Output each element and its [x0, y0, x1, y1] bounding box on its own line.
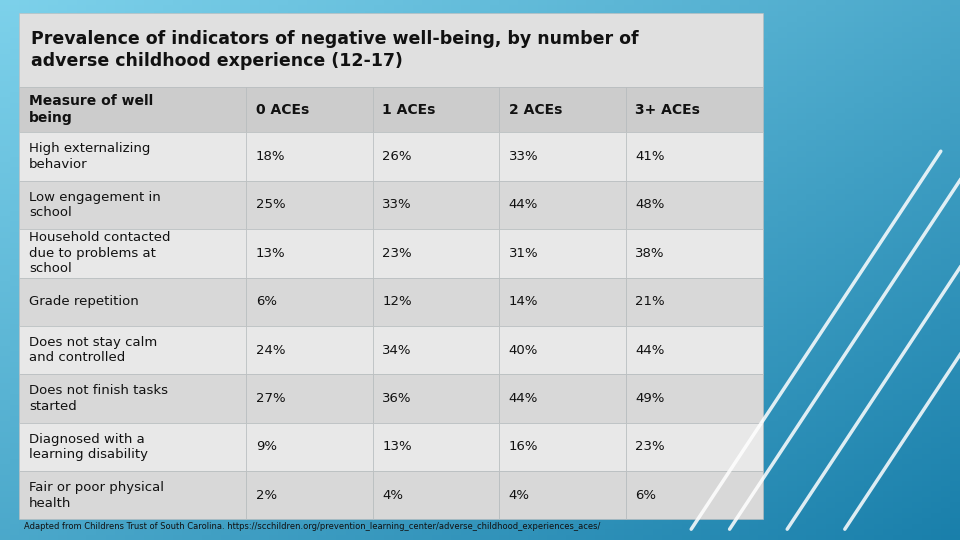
Bar [19, 181, 246, 229]
Bar [499, 87, 626, 132]
Bar [246, 87, 372, 132]
Text: Diagnosed with a
learning disability: Diagnosed with a learning disability [29, 433, 148, 461]
Text: 3+ ACEs: 3+ ACEs [636, 103, 700, 117]
Text: 0 ACEs: 0 ACEs [255, 103, 309, 117]
Bar [19, 229, 246, 278]
Text: 34%: 34% [382, 343, 412, 356]
Text: 13%: 13% [255, 247, 285, 260]
Text: 6%: 6% [255, 295, 276, 308]
Text: Does not finish tasks
started: Does not finish tasks started [29, 384, 168, 413]
Bar [246, 326, 372, 374]
Text: 9%: 9% [255, 441, 276, 454]
Bar [19, 423, 246, 471]
Bar [499, 326, 626, 374]
Text: 13%: 13% [382, 441, 412, 454]
Bar [246, 132, 372, 181]
Bar [372, 374, 499, 423]
Bar [499, 132, 626, 181]
Bar [246, 423, 372, 471]
Text: 44%: 44% [509, 199, 538, 212]
Text: 4%: 4% [382, 489, 403, 502]
Text: Does not stay calm
and controlled: Does not stay calm and controlled [29, 336, 157, 364]
Text: 40%: 40% [509, 343, 538, 356]
Text: High externalizing
behavior: High externalizing behavior [29, 143, 150, 171]
Bar [499, 278, 626, 326]
Text: Fair or poor physical
health: Fair or poor physical health [29, 481, 164, 510]
Bar [626, 181, 763, 229]
Text: 26%: 26% [382, 150, 412, 163]
Bar [499, 423, 626, 471]
Text: 33%: 33% [509, 150, 539, 163]
Bar [626, 229, 763, 278]
Text: 48%: 48% [636, 199, 664, 212]
Text: Prevalence of indicators of negative well-being, by number of
adverse childhood : Prevalence of indicators of negative wel… [31, 30, 638, 70]
Text: 12%: 12% [382, 295, 412, 308]
Text: 21%: 21% [636, 295, 664, 308]
Bar [372, 423, 499, 471]
Text: Grade repetition: Grade repetition [29, 295, 138, 308]
Text: 41%: 41% [636, 150, 664, 163]
Bar [19, 326, 246, 374]
Bar [246, 374, 372, 423]
Text: 14%: 14% [509, 295, 539, 308]
Text: 27%: 27% [255, 392, 285, 405]
Bar [19, 132, 246, 181]
Bar [499, 181, 626, 229]
Text: 4%: 4% [509, 489, 530, 502]
Bar [246, 278, 372, 326]
Text: 24%: 24% [255, 343, 285, 356]
Bar [372, 278, 499, 326]
Bar [626, 278, 763, 326]
Text: Household contacted
due to problems at
school: Household contacted due to problems at s… [29, 231, 170, 275]
Text: 18%: 18% [255, 150, 285, 163]
Bar [626, 132, 763, 181]
Text: 16%: 16% [509, 441, 539, 454]
Bar [372, 181, 499, 229]
Text: 44%: 44% [509, 392, 538, 405]
Text: 49%: 49% [636, 392, 664, 405]
Bar [246, 229, 372, 278]
Text: 36%: 36% [382, 392, 412, 405]
Bar [19, 278, 246, 326]
Text: 23%: 23% [382, 247, 412, 260]
Bar [626, 87, 763, 132]
Text: 2%: 2% [255, 489, 276, 502]
Text: 23%: 23% [636, 441, 664, 454]
Bar [499, 471, 626, 519]
Text: 1 ACEs: 1 ACEs [382, 103, 436, 117]
Bar [372, 229, 499, 278]
Text: 33%: 33% [382, 199, 412, 212]
Bar [626, 471, 763, 519]
Text: 38%: 38% [636, 247, 664, 260]
Text: Measure of well
being: Measure of well being [29, 94, 153, 125]
Text: Low engagement in
school: Low engagement in school [29, 191, 160, 219]
Bar [372, 87, 499, 132]
Bar [372, 132, 499, 181]
Bar [499, 374, 626, 423]
Text: 31%: 31% [509, 247, 539, 260]
Text: Adapted from Childrens Trust of South Carolina. https://scchildren.org/preventio: Adapted from Childrens Trust of South Ca… [24, 522, 600, 531]
Text: 44%: 44% [636, 343, 664, 356]
Bar [499, 229, 626, 278]
Bar [19, 14, 763, 87]
Bar [626, 326, 763, 374]
Bar [372, 326, 499, 374]
Bar [19, 471, 246, 519]
Bar [246, 471, 372, 519]
Bar [19, 87, 246, 132]
Bar [19, 374, 246, 423]
Bar [626, 374, 763, 423]
Bar [372, 471, 499, 519]
Text: 25%: 25% [255, 199, 285, 212]
Bar [626, 423, 763, 471]
Bar [246, 181, 372, 229]
Text: 6%: 6% [636, 489, 657, 502]
Text: 2 ACEs: 2 ACEs [509, 103, 562, 117]
